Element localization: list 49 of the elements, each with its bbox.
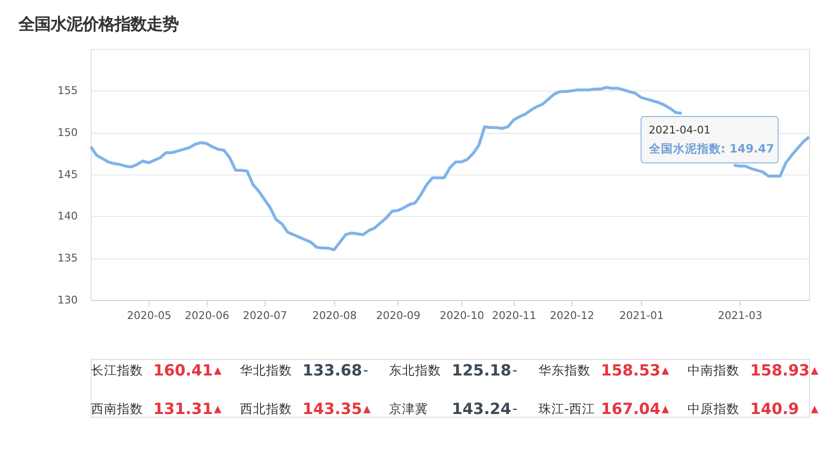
text: 长江指数 [90,362,143,378]
text: – [363,365,368,376]
x-tick-label: 2020-09 [376,308,420,322]
text: 143.35 [302,400,362,418]
text: 125.18 [452,361,512,380]
x-tick-label: 2020-05 [126,308,172,322]
text: – [512,365,518,376]
text: 西北指数 [240,400,292,416]
x-tick-label: 2020-11 [492,308,536,322]
y-tick-label: 150 [57,126,78,139]
x-tick-label: 2021-01 [619,308,664,322]
text: 华北指数 [240,362,292,378]
text: 131.31 [153,400,213,418]
text: 140.9 [750,400,799,418]
annotation: 全国水泥指数: 149.47 [648,142,774,156]
text: 167.04 [600,400,661,418]
text: ▲ [810,365,819,376]
text: 158.93 [750,361,810,380]
x-tick-label: 2020-08 [312,308,357,322]
text: 华东指数 [538,362,590,378]
x-tick-label: 2020-06 [184,308,230,322]
text: 133.68 [302,361,362,380]
y-tick-label: 145 [57,168,78,181]
x-tick-label: 2021-03 [718,308,762,322]
y-tick-label: 140 [57,210,78,223]
x-tick-label: 2020-12 [550,308,594,322]
text: 143.24 [452,400,512,418]
text: 中原指数 [688,400,740,416]
x-tick-label: 2020-10 [440,308,484,322]
text: 珠江-西江 [538,400,595,416]
text: ▲ [214,404,222,415]
y-tick-label: 130 [57,293,78,306]
text: ▲ [662,404,670,415]
y-tick-label: 135 [57,252,78,265]
chart-title: 全国水泥价格指数走势 [17,14,178,34]
y-tick-label: 155 [57,84,78,98]
annotation: 2021-04-01 [648,123,710,136]
text: ▲ [214,365,222,376]
text: – [512,404,518,415]
text: ▲ [662,365,670,376]
text: 京津冀 [389,400,428,416]
text: 160.41 [153,361,213,380]
text: ▲ [363,404,372,415]
x-tick-label: 2020-07 [242,308,288,322]
text: 158.53 [600,361,660,380]
text: ▲ [810,404,819,415]
text: 中南指数 [688,362,740,378]
text: 西南指数 [90,400,143,416]
text: 东北指数 [389,362,442,378]
